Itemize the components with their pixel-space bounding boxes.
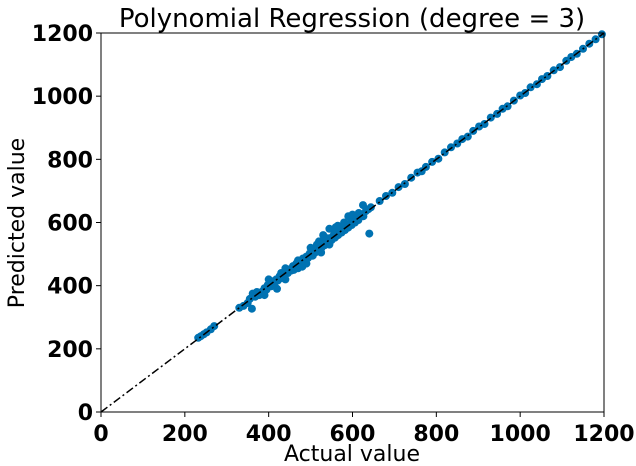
data-point bbox=[308, 251, 317, 260]
y-tick-label: 200 bbox=[47, 338, 93, 363]
y-tick-label: 1200 bbox=[32, 22, 93, 47]
x-axis-label: Actual value bbox=[284, 442, 420, 466]
data-point bbox=[400, 180, 409, 188]
reference-line bbox=[100, 32, 605, 413]
y-tick-label: 400 bbox=[47, 275, 93, 300]
data-point bbox=[306, 243, 315, 252]
x-tick-label: 200 bbox=[162, 422, 208, 447]
y-axis-label: Predicted value bbox=[5, 138, 30, 308]
x-tick-label: 600 bbox=[330, 422, 376, 447]
data-point bbox=[298, 259, 307, 268]
data-point bbox=[375, 197, 384, 205]
data-point bbox=[264, 275, 273, 284]
data-point bbox=[359, 201, 367, 210]
x-tick-label: 400 bbox=[246, 422, 292, 447]
data-point bbox=[440, 148, 449, 157]
x-tick-label: 1000 bbox=[490, 422, 551, 447]
y-tick-label: 800 bbox=[47, 148, 93, 173]
data-point bbox=[210, 322, 219, 331]
data-point bbox=[281, 275, 290, 284]
data-point bbox=[331, 223, 340, 232]
data-point bbox=[273, 284, 281, 293]
data-point bbox=[325, 240, 334, 249]
y-tick-label: 1000 bbox=[32, 85, 93, 110]
x-axis-ticks: 0 200 400 600 800 1000 1200 bbox=[93, 412, 635, 447]
x-tick-label: 1200 bbox=[573, 422, 634, 447]
data-point bbox=[247, 304, 256, 313]
y-tick-label: 600 bbox=[47, 212, 93, 237]
x-tick-label: 800 bbox=[413, 422, 459, 447]
data-point bbox=[366, 203, 375, 212]
y-axis-ticks: 0 200 400 600 800 1000 1200 bbox=[32, 22, 101, 426]
data-point bbox=[463, 132, 472, 141]
data-point bbox=[325, 224, 334, 233]
data-point bbox=[260, 291, 269, 300]
data-point bbox=[365, 229, 374, 238]
data-point bbox=[348, 210, 357, 219]
data-point bbox=[340, 218, 349, 227]
y-tick-label: 0 bbox=[78, 401, 93, 426]
data-point bbox=[312, 240, 321, 249]
chart-title: Polynomial Regression (degree = 3) bbox=[119, 4, 585, 34]
data-point bbox=[354, 209, 363, 217]
x-tick-label: 0 bbox=[93, 422, 108, 447]
data-point bbox=[317, 248, 326, 257]
